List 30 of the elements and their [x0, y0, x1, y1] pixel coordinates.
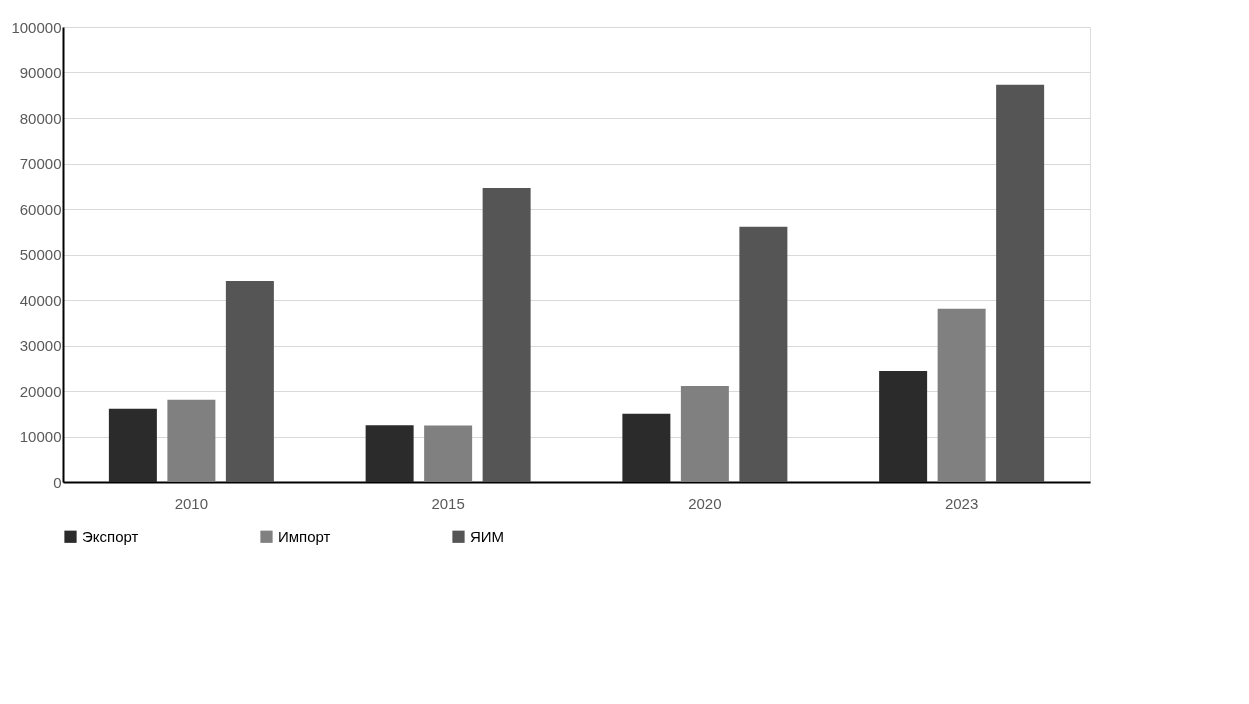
- x-tick-label: 2010: [174, 494, 209, 512]
- x-tick-label: 2023: [944, 494, 979, 512]
- legend-label: ЯИМ: [470, 527, 505, 545]
- bar: [622, 413, 671, 482]
- bar: [482, 188, 531, 482]
- bar: [108, 408, 157, 482]
- bar: [424, 425, 473, 482]
- bar: [167, 399, 216, 482]
- bar: [937, 308, 986, 482]
- y-tick-label: 30000: [19, 337, 62, 354]
- y-tick-label: 0: [53, 473, 62, 491]
- bar: [879, 370, 928, 482]
- bar: [225, 280, 274, 482]
- legend-label: Экспорт: [82, 527, 139, 545]
- y-tick-label: 60000: [19, 200, 62, 218]
- legend-label: Импорт: [278, 527, 331, 545]
- bar: [996, 84, 1045, 482]
- x-tick-label: 2020: [688, 494, 722, 512]
- x-tick-label: 2015: [431, 494, 465, 512]
- y-tick-label: 90000: [19, 64, 62, 81]
- y-tick-label: 50000: [19, 246, 62, 263]
- y-tick-label: 100000: [11, 18, 62, 36]
- bar: [739, 226, 788, 482]
- y-tick-label: 20000: [19, 382, 62, 400]
- bar: [680, 386, 729, 482]
- y-tick-label: 70000: [19, 155, 62, 172]
- y-tick-label: 80000: [19, 109, 62, 127]
- y-tick-label: 10000: [19, 428, 62, 445]
- y-tick-label: 40000: [19, 291, 62, 309]
- bar: [365, 425, 414, 482]
